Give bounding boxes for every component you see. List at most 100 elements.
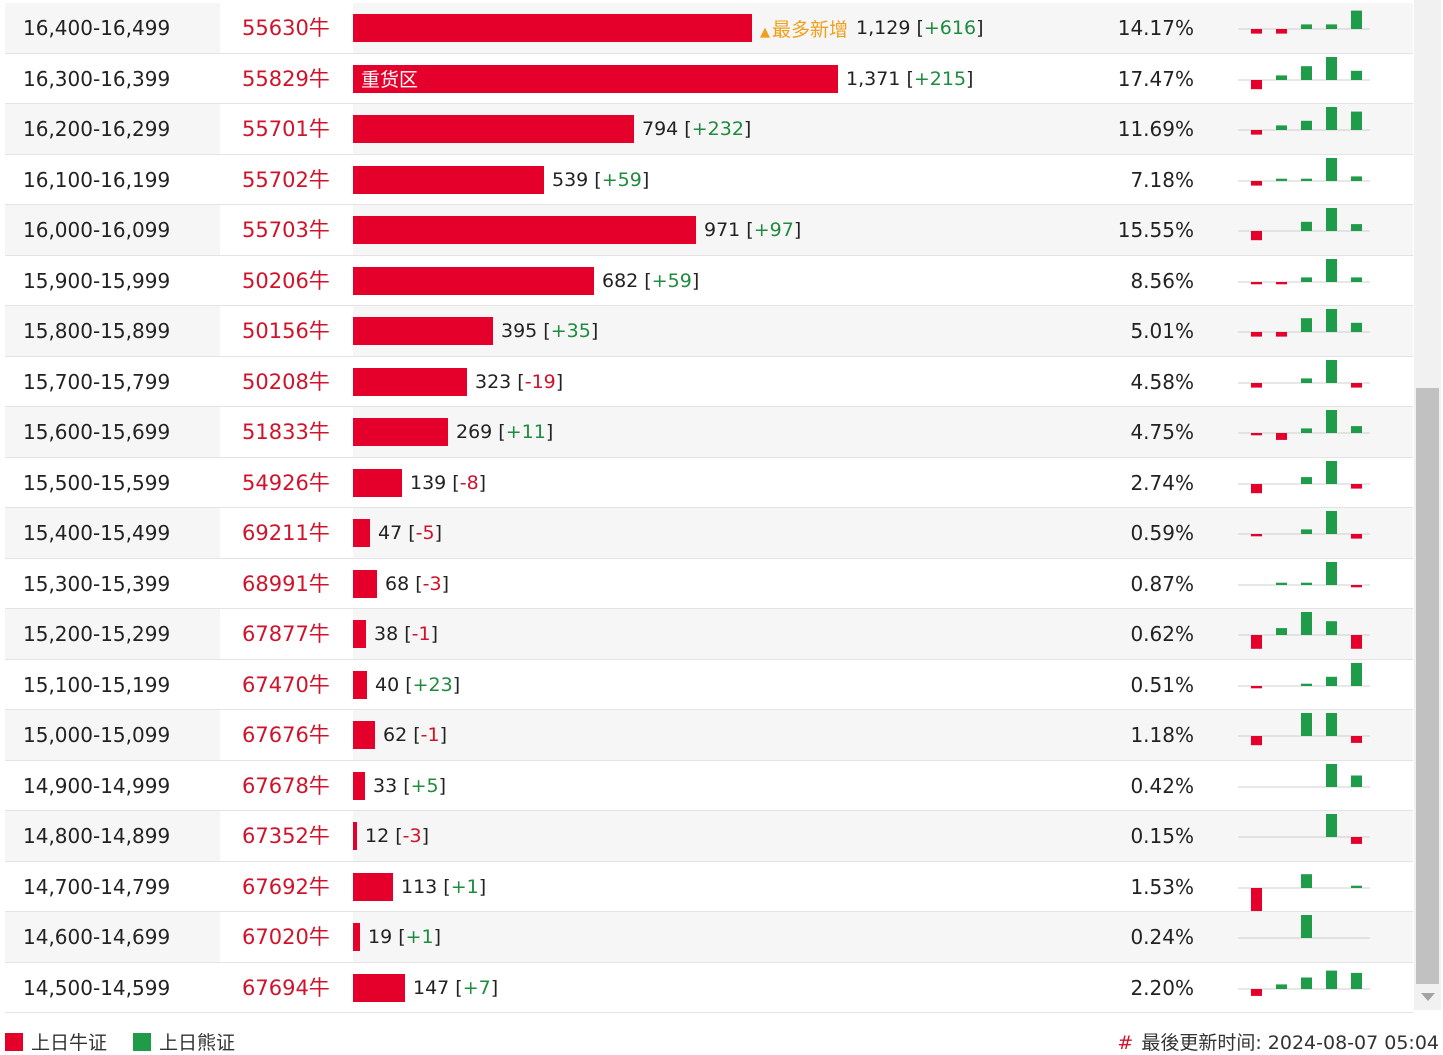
share-percent: 15.55% [1117, 218, 1194, 242]
table-row[interactable]: 15,100-15,199 67470牛 40 [+23] 0.51% [5, 660, 1413, 710]
share-percent: 2.20% [1130, 975, 1194, 1000]
table-row[interactable]: 14,800-14,899 67352牛 12 [-3] 0.15% [5, 811, 1413, 862]
outstanding-bar [353, 317, 493, 345]
sparkline-bar [1351, 382, 1362, 388]
scrollbar-thumb[interactable] [1416, 388, 1439, 984]
sparkline-bar [1351, 635, 1362, 649]
warrant-code[interactable]: 67676牛 [242, 723, 330, 747]
outstanding-count: 38 [374, 623, 399, 645]
outstanding-bar-cell: 113 [+1] [353, 862, 1113, 912]
outstanding-count: 33 [373, 774, 398, 797]
outstanding-bar [353, 670, 367, 699]
bracket: ] [430, 623, 439, 645]
scroll-down-arrow-icon[interactable] [1421, 993, 1435, 1001]
warrant-code[interactable]: 51833牛 [242, 420, 330, 444]
outstanding-bar-cell: 19 [+1] [353, 912, 1113, 962]
bull-swatch-icon [5, 1032, 23, 1051]
warrant-code[interactable]: 67694牛 [242, 975, 330, 1000]
table-row[interactable]: 14,700-14,799 67692牛 113 [+1] 1.53% [5, 862, 1413, 912]
bracket: [ [537, 320, 551, 342]
outstanding-value: 539 [+59] [552, 169, 649, 191]
table-row[interactable]: 15,700-15,799 50208牛 323 [-19] 4.58% [5, 357, 1413, 407]
sparkline-bar [1351, 837, 1362, 844]
sparkline-bar [1351, 775, 1362, 787]
warrant-code-cell: 68991牛 [220, 559, 353, 609]
daily-change: +5 [410, 774, 439, 797]
warrant-code[interactable]: 55701牛 [242, 117, 330, 141]
bracket: [ [588, 168, 602, 191]
outstanding-value: 113 [+1] [401, 876, 486, 898]
table-row[interactable]: 15,900-15,999 50206牛 682 [+59] 8.56% [5, 256, 1413, 306]
warrant-code[interactable]: 68991牛 [242, 571, 330, 596]
table-row[interactable]: 15,300-15,399 68991牛 68 [-3] 0.87% [5, 559, 1413, 609]
bracket: [ [389, 825, 403, 847]
daily-change: +35 [550, 320, 591, 342]
hash-icon: # [1117, 1032, 1134, 1054]
outstanding-count: 323 [475, 370, 512, 393]
daily-change: +59 [651, 269, 692, 292]
warrant-code[interactable]: 67877牛 [242, 622, 330, 646]
warrant-code[interactable]: 67470牛 [242, 672, 330, 697]
table-row[interactable]: 16,300-16,399 55829牛 重货区 1,371 [+215] 17.47% [5, 54, 1413, 104]
warrant-code[interactable]: 69211牛 [242, 521, 330, 545]
sparkline-bar [1251, 988, 1262, 996]
table-row[interactable]: 15,400-15,499 69211牛 47 [-5] 0.59% [5, 508, 1413, 559]
most-added-tag: ▲ 最多新增 [760, 15, 848, 42]
warrant-code[interactable]: 50156牛 [242, 319, 330, 343]
table-row[interactable]: 14,500-14,599 67694牛 147 [+7] 2.20% [5, 963, 1413, 1013]
table-row[interactable]: 16,400-16,499 55630牛 ▲ 最多新增 1,129 [+616] 14.1… [5, 3, 1413, 54]
warrant-code[interactable]: 55630牛 [242, 16, 330, 40]
price-range: 16,300-16,399 [23, 66, 171, 91]
outstanding-count: 147 [413, 976, 450, 999]
share-percent: 0.59% [1130, 521, 1194, 545]
daily-flow-sparkline [1238, 915, 1370, 939]
warrant-code[interactable]: 50206牛 [242, 268, 330, 293]
outstanding-value: 62 [-1] [383, 724, 447, 746]
most-added-label: 最多新增 [772, 18, 849, 41]
sparkline-bar [1326, 621, 1337, 635]
warrant-code[interactable]: 67678牛 [242, 773, 330, 798]
table-row[interactable]: 15,500-15,599 54926牛 139 [-8] 2.74% [5, 458, 1413, 508]
daily-flow-sparkline [1238, 713, 1370, 746]
sparkline-bar [1326, 56, 1337, 80]
table-row[interactable]: 16,000-16,099 55703牛 971 [+97] 15.55% [5, 205, 1413, 256]
sparkline-bar [1251, 29, 1262, 34]
warrant-code[interactable]: 54926牛 [242, 470, 330, 495]
sparkline-bar [1326, 561, 1337, 585]
bracket: ] [490, 976, 499, 999]
table-row[interactable]: 15,000-15,099 67676牛 62 [-1] 1.18% [5, 710, 1413, 761]
table-row[interactable]: 15,200-15,299 67877牛 38 [-1] 0.62% [5, 609, 1413, 660]
bracket: [ [740, 219, 754, 241]
price-range: 15,400-15,499 [23, 521, 171, 545]
outstanding-count: 971 [704, 219, 741, 241]
table-row[interactable]: 16,100-16,199 55702牛 539 [+59] 7.18% [5, 155, 1413, 205]
outstanding-bar-cell: ▲ 最多新增 1,129 [+616] [353, 3, 1113, 53]
sparkline-bar [1276, 628, 1287, 635]
warrant-code[interactable]: 55703牛 [242, 218, 330, 242]
triangle-up-icon: ▲ [760, 24, 770, 40]
sparkline-bar [1351, 885, 1362, 888]
sparkline-bar [1326, 208, 1337, 231]
warrant-code[interactable]: 67692牛 [242, 874, 330, 899]
daily-flow-sparkline [1238, 410, 1370, 440]
price-range: 16,000-16,099 [23, 218, 171, 242]
outstanding-value: 269 [+11] [456, 421, 553, 443]
legend-bull: 上日牛证 [5, 1028, 107, 1055]
bracket: ] [743, 118, 752, 140]
warrant-code[interactable]: 67020牛 [242, 925, 330, 949]
sparkline-bar [1251, 685, 1262, 688]
table-row[interactable]: 15,800-15,899 50156牛 395 [+35] 5.01% [5, 306, 1413, 357]
table-row[interactable]: 14,600-14,699 67020牛 19 [+1] 0.24% [5, 912, 1413, 963]
daily-flow-sparkline [1238, 970, 1370, 996]
vertical-scrollbar[interactable] [1414, 0, 1441, 1010]
warrant-code[interactable]: 55829牛 [242, 66, 330, 91]
warrant-code[interactable]: 50208牛 [242, 369, 330, 394]
bracket: ] [691, 269, 700, 292]
warrant-code[interactable]: 67352牛 [242, 824, 330, 848]
daily-flow-sparkline [1238, 10, 1370, 34]
sparkline-bar [1351, 276, 1362, 282]
table-row[interactable]: 15,600-15,699 51833牛 269 [+11] 4.75% [5, 407, 1413, 458]
table-row[interactable]: 14,900-14,999 67678牛 33 [+5] 0.42% [5, 761, 1413, 811]
table-row[interactable]: 16,200-16,299 55701牛 794 [+232] 11.69% [5, 104, 1413, 155]
warrant-code[interactable]: 55702牛 [242, 167, 330, 192]
